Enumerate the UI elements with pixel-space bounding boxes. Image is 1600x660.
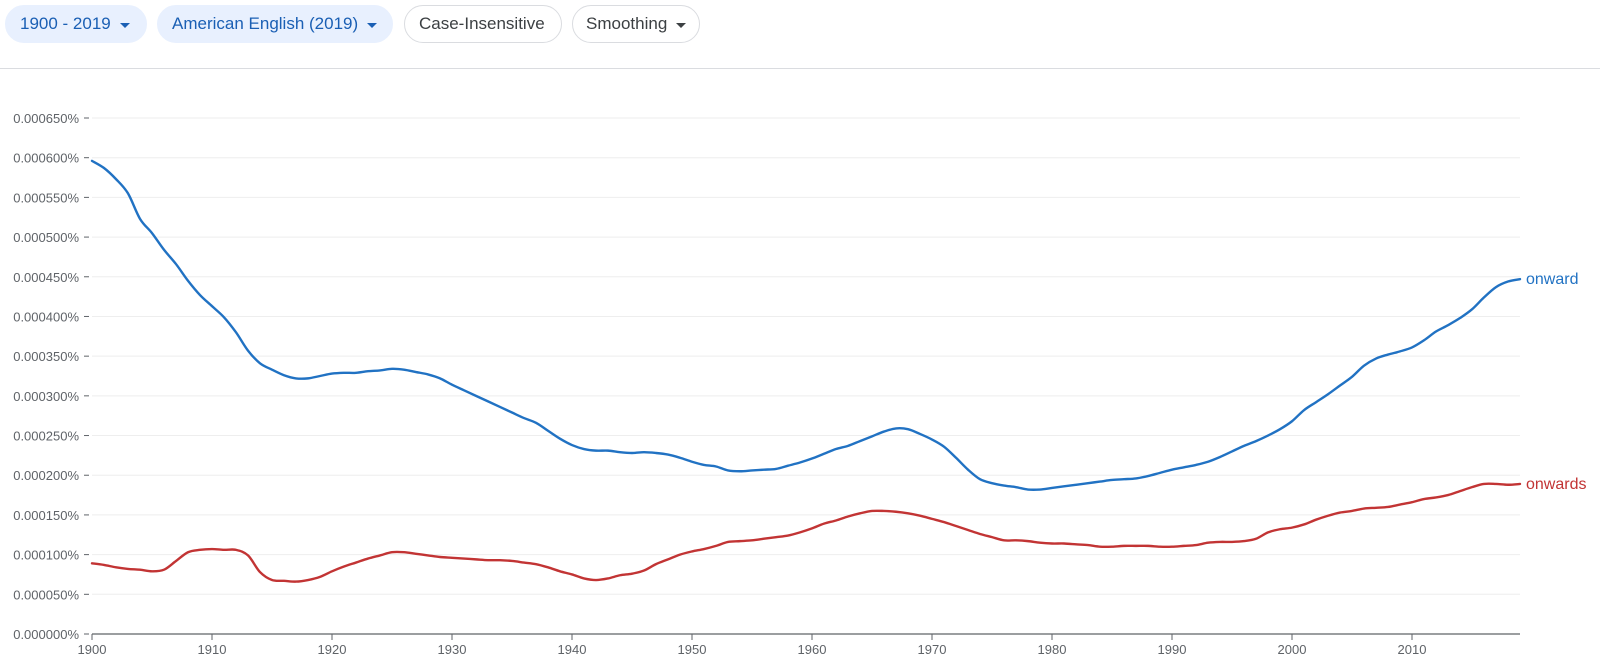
case-insensitive-label: Case-Insensitive (419, 14, 545, 33)
x-tick-label: 1940 (558, 642, 587, 657)
series-line-onward[interactable] (90, 159, 1522, 491)
x-tick-label: 1950 (678, 642, 707, 657)
y-tick-label: 0.000550% (13, 190, 79, 205)
year-range-dropdown[interactable]: 1900 - 2019 (5, 5, 147, 43)
series-line-onwards[interactable] (90, 482, 1522, 583)
smoothing-label: Smoothing (586, 14, 668, 33)
x-tick-label: 1960 (798, 642, 827, 657)
x-tick-label: 1930 (438, 642, 467, 657)
x-axis: 1900 1910 1920 1930 1940 1950 1960 1970 1980 1990… (78, 633, 1520, 657)
chevron-down-icon (367, 22, 378, 28)
y-tick-label: 0.000200% (13, 468, 79, 483)
x-tick-label: 2000 (1278, 642, 1307, 657)
x-tick-label: 1970 (918, 642, 947, 657)
y-tick-label: 0.000150% (13, 508, 79, 523)
year-range-label: 1900 - 2019 (20, 14, 111, 33)
grid-lines (92, 117, 1520, 595)
y-tick-label: 0.000400% (13, 309, 79, 324)
y-tick-label: 0.000600% (13, 151, 79, 166)
x-tick-label: 1920 (318, 642, 347, 657)
series-label-onwards[interactable]: onwards (1526, 476, 1586, 493)
toolbar: 1900 - 2019 American English (2019) Case… (0, 0, 1600, 69)
x-tick-label: 1900 (78, 642, 107, 657)
y-axis: 0.000000% 0.000050% 0.000100% 0.000150% 0.00… (13, 111, 89, 642)
y-tick-label: 0.000500% (13, 230, 79, 245)
x-tick-label: 2010 (1398, 642, 1427, 657)
y-tick-label: 0.000450% (13, 270, 79, 285)
x-tick-label: 1990 (1158, 642, 1187, 657)
y-tick-label: 0.000650% (13, 111, 79, 126)
corpus-dropdown[interactable]: American English (2019) (157, 5, 393, 43)
smoothing-dropdown[interactable]: Smoothing (572, 5, 700, 43)
y-tick-label: 0.000050% (13, 587, 79, 602)
y-tick-label: 0.000000% (13, 627, 79, 642)
x-tick-label: 1910 (198, 642, 227, 657)
case-insensitive-toggle[interactable]: Case-Insensitive (404, 5, 562, 43)
corpus-label: American English (2019) (172, 14, 359, 33)
y-tick-label: 0.000250% (13, 429, 79, 444)
series-lines: onward onwards (90, 159, 1586, 583)
y-tick-label: 0.000100% (13, 548, 79, 563)
chevron-down-icon (119, 22, 130, 28)
chevron-down-icon (676, 22, 687, 28)
y-tick-label: 0.000300% (13, 389, 79, 404)
x-tick-label: 1980 (1038, 642, 1067, 657)
series-label-onward[interactable]: onward (1526, 271, 1578, 288)
y-tick-label: 0.000350% (13, 349, 79, 364)
